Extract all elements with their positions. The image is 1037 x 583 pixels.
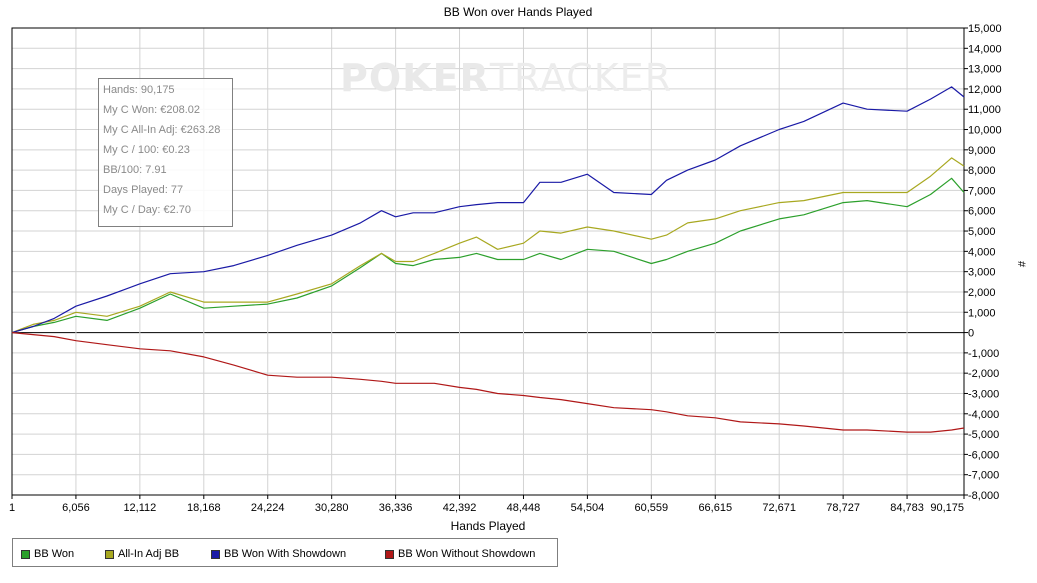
y-axis: 15,000 14,000 13,000 12,000 11,000 10,000 9,00… <box>964 23 1002 502</box>
x-tick-label: 78,727 <box>826 502 860 514</box>
y-tick-label: 9,000 <box>968 145 996 157</box>
grid-lines <box>11 27 965 496</box>
series-line-bb-won-with-showdown <box>11 86 965 334</box>
y-tick-label: 14,000 <box>968 43 1002 55</box>
y-tick-label: -4,000 <box>968 409 999 421</box>
legend-item-with-showdown[interactable]: BB Won With Showdown <box>211 547 346 561</box>
stat-bb-per-100: BB/100: 7.91 <box>103 164 167 176</box>
y-tick-label: 0 <box>968 328 974 340</box>
stat-c-per-100: My C / 100: €0.23 <box>103 144 190 156</box>
y-tick-label: 11,000 <box>968 104 1001 116</box>
chart-legend: BB Won All-In Adj BB BB Won With Showdow… <box>12 538 558 567</box>
legend-label: BB Won Without Showdown <box>398 548 536 560</box>
series-line-all-in-adj-bb <box>11 157 965 334</box>
x-tick-label: 60,559 <box>635 502 669 514</box>
legend-swatch-allin-adj <box>105 549 114 559</box>
x-tick-label: 24,224 <box>251 502 285 514</box>
y-tick-label: -2,000 <box>968 368 999 380</box>
series-line-bb-won-without-showdown <box>11 332 965 433</box>
y-tick-label: 15,000 <box>968 23 1002 35</box>
x-tick-label: 54,504 <box>571 502 605 514</box>
y-tick-label: 3,000 <box>968 267 996 279</box>
legend-item-allin-adj[interactable]: All-In Adj BB <box>105 547 179 561</box>
x-tick-label: 6,056 <box>62 502 90 514</box>
y-tick-label: 8,000 <box>968 165 996 177</box>
series-layer <box>11 86 965 433</box>
x-tick-label: 72,671 <box>762 502 796 514</box>
x-tick-label: 90,175 <box>930 502 964 514</box>
legend-label: All-In Adj BB <box>118 548 180 560</box>
y-tick-label: 4,000 <box>968 246 996 258</box>
y-tick-label: -7,000 <box>968 470 999 482</box>
stat-c-won: My C Won: €208.02 <box>103 104 201 116</box>
x-tick-label: 36,336 <box>379 502 413 514</box>
legend-swatch-without-showdown <box>385 549 394 559</box>
x-tick-label: 66,615 <box>698 502 732 514</box>
pokertracker-watermark: POKERTRACKER <box>340 56 673 100</box>
legend-label: BB Won With Showdown <box>224 548 347 560</box>
x-tick-label: 18,168 <box>187 502 221 514</box>
y-tick-label: 1,000 <box>968 307 996 319</box>
legend-item-without-showdown[interactable]: BB Won Without Showdown <box>385 547 535 561</box>
legend-swatch-bb-won <box>21 549 30 559</box>
y-axis-label: # <box>1015 261 1027 268</box>
legend-label: BB Won <box>34 548 75 560</box>
stat-c-allin-adj: My C All-In Adj: €263.28 <box>103 124 221 136</box>
y-tick-label: -3,000 <box>968 388 999 400</box>
y-tick-label: -5,000 <box>968 429 999 441</box>
y-tick-label: -8,000 <box>968 490 999 502</box>
stats-box: Hands: 90,175 My C Won: €208.02 My C All… <box>98 78 233 227</box>
series-line-bb-won <box>11 177 965 334</box>
stat-c-per-day: My C / Day: €2.70 <box>103 204 192 216</box>
y-tick-label: 7,000 <box>968 185 996 197</box>
y-tick-label: -6,000 <box>968 449 999 461</box>
x-tick-label: 48,448 <box>507 502 541 514</box>
stat-days-played: Days Played: 77 <box>103 184 184 196</box>
y-tick-label: 2,000 <box>968 287 996 299</box>
y-tick-label: 13,000 <box>968 64 1002 76</box>
y-tick-label: 5,000 <box>968 226 996 238</box>
legend-item-bb-won[interactable]: BB Won <box>21 547 74 561</box>
x-axis: 1 6,056 12,112 18,168 24,224 30,280 36,336 42,3… <box>9 495 965 514</box>
x-axis-label: Hands Played <box>451 519 526 533</box>
y-tick-label: 12,000 <box>968 84 1002 96</box>
y-tick-label: 10,000 <box>968 125 1002 137</box>
x-tick-label: 30,280 <box>315 502 349 514</box>
stat-hands: Hands: 90,175 <box>103 84 175 96</box>
x-tick-label: 42,392 <box>443 502 477 514</box>
x-tick-label: 84,783 <box>890 502 924 514</box>
plot-area <box>11 27 965 496</box>
legend-swatch-with-showdown <box>211 549 220 559</box>
x-tick-label: 12,112 <box>123 502 156 514</box>
y-tick-label: -1,000 <box>968 348 999 360</box>
chart-title: BB Won over Hands Played <box>444 5 593 19</box>
y-tick-label: 6,000 <box>968 206 996 218</box>
x-tick-label: 1 <box>9 502 15 514</box>
